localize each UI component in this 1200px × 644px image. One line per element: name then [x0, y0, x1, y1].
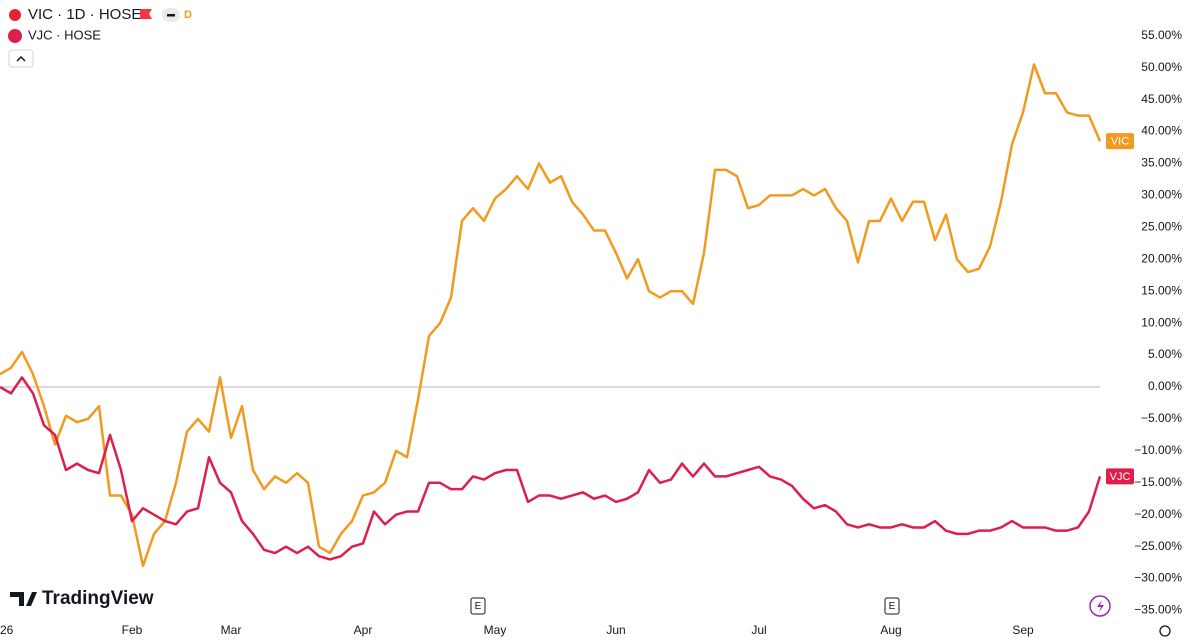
y-tick-label: −15.00% — [1134, 475, 1182, 489]
y-tick-label: 30.00% — [1141, 188, 1182, 202]
x-tick-label: Feb — [122, 623, 143, 637]
header: VIC · 1D · HOSE D VJC · HOSE — [8, 6, 192, 68]
plot: −35.00% −30.00% −25.00% −20.00% −15.00% −10.0… — [0, 28, 1182, 637]
symbol-title: VIC · 1D · HOSE — [28, 6, 141, 23]
y-tick-label: 15.00% — [1141, 283, 1182, 297]
y-tick-label: −5.00% — [1141, 411, 1182, 425]
compare-title: VJC · HOSE — [28, 27, 101, 42]
y-tick-label: 35.00% — [1141, 156, 1182, 170]
y-tick-label: 50.00% — [1141, 60, 1182, 74]
settings-button[interactable] — [1159, 625, 1171, 637]
y-tick-label: 10.00% — [1141, 315, 1182, 329]
y-tick-label: −30.00% — [1134, 571, 1182, 585]
collapse-icon — [16, 55, 26, 62]
series-line — [0, 376, 1102, 561]
series-line — [0, 63, 1102, 568]
y-tick-label: 55.00% — [1141, 28, 1182, 42]
x-tick-label: Apr — [354, 623, 373, 637]
collapse-button[interactable] — [8, 49, 34, 68]
price-tag — [1106, 468, 1134, 485]
y-tick-label: −20.00% — [1134, 507, 1182, 521]
y-tick-label: −35.00% — [1134, 603, 1182, 617]
logo: TradingView — [10, 588, 154, 609]
brand: TradingView — [42, 588, 154, 609]
flag-icon[interactable] — [140, 9, 152, 19]
badge: D — [184, 9, 192, 21]
price-tag-label: VJC — [1110, 471, 1131, 483]
y-tick-label: 40.00% — [1141, 124, 1182, 138]
y-tick-label: 0.00% — [1148, 379, 1182, 393]
x-tick-label: Jul — [751, 623, 766, 637]
x-tick-label: Jun — [606, 623, 625, 637]
compare-icon — [8, 29, 22, 43]
x-tick-label: Mar — [221, 623, 242, 637]
y-tick-label: −25.00% — [1134, 539, 1182, 553]
symbol-icon — [9, 9, 21, 21]
x-tick-label: Aug — [880, 623, 901, 637]
logo-mark — [10, 592, 37, 606]
lightning-icon — [1097, 600, 1104, 612]
y-tick-label: 5.00% — [1148, 347, 1182, 361]
lightning-button[interactable] — [1089, 595, 1111, 617]
y-tick-label: 20.00% — [1141, 251, 1182, 265]
x-tick-label: 2026 — [0, 623, 14, 637]
event-marker — [470, 597, 486, 615]
y-tick-label: 25.00% — [1141, 220, 1182, 234]
event-marker-label: E — [475, 601, 482, 612]
event-marker — [884, 597, 900, 615]
price-tag — [1106, 133, 1134, 150]
y-tick-label: −10.00% — [1134, 443, 1182, 457]
y-tick-label: 45.00% — [1141, 92, 1182, 106]
event-marker-label: E — [889, 601, 896, 612]
price-tag-label: VIC — [1111, 136, 1129, 148]
x-tick-label: Sep — [1012, 623, 1034, 637]
toggle-bar — [167, 14, 175, 17]
x-tick-label: May — [484, 623, 507, 637]
